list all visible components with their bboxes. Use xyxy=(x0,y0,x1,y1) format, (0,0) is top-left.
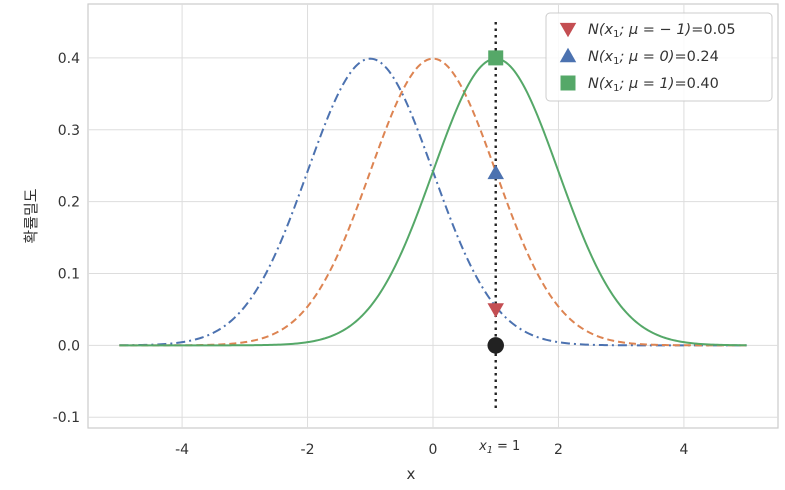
x1-annotation-var: x xyxy=(478,439,487,454)
y-tick-label: 0.4 xyxy=(58,51,80,67)
legend-entry: N(x1; μ = 1)=0.40 xyxy=(560,75,719,94)
legend-label-mu: ; μ = − 1) xyxy=(619,22,691,38)
x-tick-label: 2 xyxy=(554,442,563,458)
marker-square xyxy=(488,50,504,66)
legend-label: N(x1; μ = 0)=0.24 xyxy=(588,49,719,67)
legend-marker-triangle-up xyxy=(559,47,577,63)
y-tick-label: 0.2 xyxy=(58,195,80,211)
legend-label-mu: ; μ = 0) xyxy=(619,49,674,65)
x-tick-label: -2 xyxy=(301,442,315,458)
marker-triangle-up xyxy=(487,164,504,180)
legend-label-sub: 1 xyxy=(613,29,619,40)
legend-marker-square xyxy=(560,75,576,91)
x-tick-label: 0 xyxy=(429,442,438,458)
y-tick-label: -0.1 xyxy=(53,410,80,426)
legend-label-prefix: N(x xyxy=(588,76,614,92)
x1-annotation-sub: 1 xyxy=(487,445,493,456)
legend-entry: N(x1; μ = 0)=0.24 xyxy=(559,47,719,67)
legend: N(x1; μ = − 1)=0.05N(x1; μ = 0)=0.24N(x1… xyxy=(545,12,773,102)
legend-label-prefix: N(x xyxy=(588,49,614,65)
y-tick-label: 0.0 xyxy=(58,338,80,354)
x-tick-label: 4 xyxy=(679,442,688,458)
legend-label-value: =0.40 xyxy=(674,76,718,92)
legend-label: N(x1; μ = 1)=0.40 xyxy=(588,76,719,94)
legend-label-mu: ; μ = 1) xyxy=(619,76,674,92)
legend-label-sub: 1 xyxy=(613,56,619,67)
legend-label-sub: 1 xyxy=(613,83,619,94)
legend-label: N(x1; μ = − 1)=0.05 xyxy=(588,22,736,40)
pdf-curve-mu-1 xyxy=(119,57,747,347)
marker-circle xyxy=(487,337,504,354)
x1-annotation: x1 = 1 xyxy=(478,439,520,456)
marker-triangle-down xyxy=(487,303,504,318)
x1-annotation-value: = 1 xyxy=(493,439,520,454)
legend-label-value: =0.05 xyxy=(691,22,735,38)
x-tick-label: -4 xyxy=(175,442,189,458)
legend-label-value: =0.24 xyxy=(674,49,718,65)
y-tick-label: 0.1 xyxy=(58,266,80,282)
y-tick-label: 0.3 xyxy=(58,123,80,139)
pdf-curve-mu-0 xyxy=(119,57,747,347)
y-axis-label: 확률밀도 xyxy=(22,188,40,243)
legend-box xyxy=(545,12,773,102)
x-axis-label: x xyxy=(407,465,416,483)
legend-marker-triangle-down xyxy=(559,22,577,38)
legend-label-prefix: N(x xyxy=(588,22,614,38)
legend-entry: N(x1; μ = − 1)=0.05 xyxy=(559,22,736,40)
